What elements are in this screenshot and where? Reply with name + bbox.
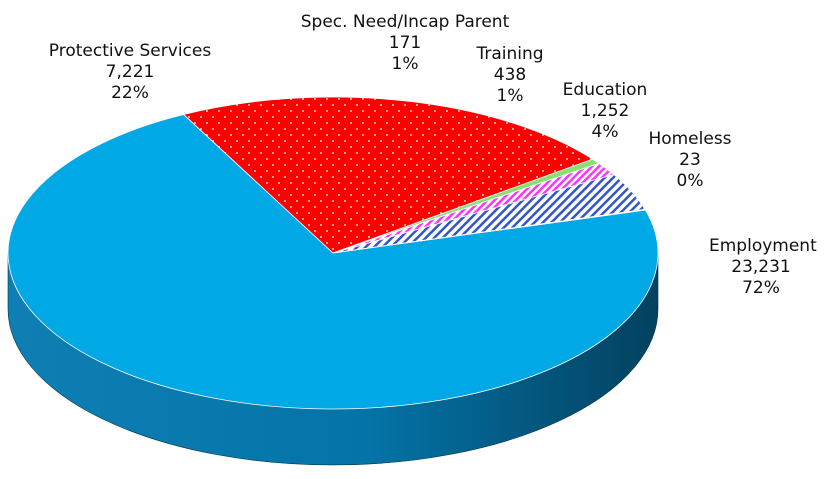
label-education-percent: 4% [591, 122, 619, 142]
label-homeless-value: 23 [679, 150, 701, 170]
pie-slice-homeless [332, 208, 647, 254]
label-spec-need-value: 171 [388, 33, 422, 53]
label-spec-need-incap-parent: Spec. Need/Incap Parent 171 1% [280, 12, 530, 75]
pie-slice-protective-services [182, 96, 594, 254]
label-education: Education 1,252 4% [555, 80, 655, 143]
label-education-name: Education [562, 80, 648, 100]
label-protective-services-name: Protective Services [48, 41, 212, 61]
label-homeless-name: Homeless [648, 129, 732, 149]
pie-slice-employment [7, 114, 659, 410]
label-homeless: Homeless 23 0% [640, 129, 740, 192]
label-protective-services-percent: 22% [111, 83, 149, 103]
label-homeless-percent: 0% [676, 171, 704, 191]
label-spec-need-name: Spec. Need/Incap Parent [300, 12, 510, 32]
label-employment-percent: 72% [742, 278, 780, 298]
label-training-percent: 1% [496, 86, 524, 106]
label-protective-services-value: 7,221 [105, 62, 155, 82]
label-education-value: 1,252 [580, 101, 630, 121]
label-employment-name: Employment [709, 236, 817, 256]
label-employment-value: 23,231 [731, 257, 791, 277]
label-training-name: Training [476, 44, 544, 64]
label-training: Training 438 1% [470, 44, 550, 107]
label-protective-services: Protective Services 7,221 22% [40, 41, 220, 104]
label-training-value: 438 [493, 65, 527, 85]
label-spec-need-percent: 1% [391, 54, 419, 74]
label-employment: Employment 23,231 72% [709, 236, 817, 299]
